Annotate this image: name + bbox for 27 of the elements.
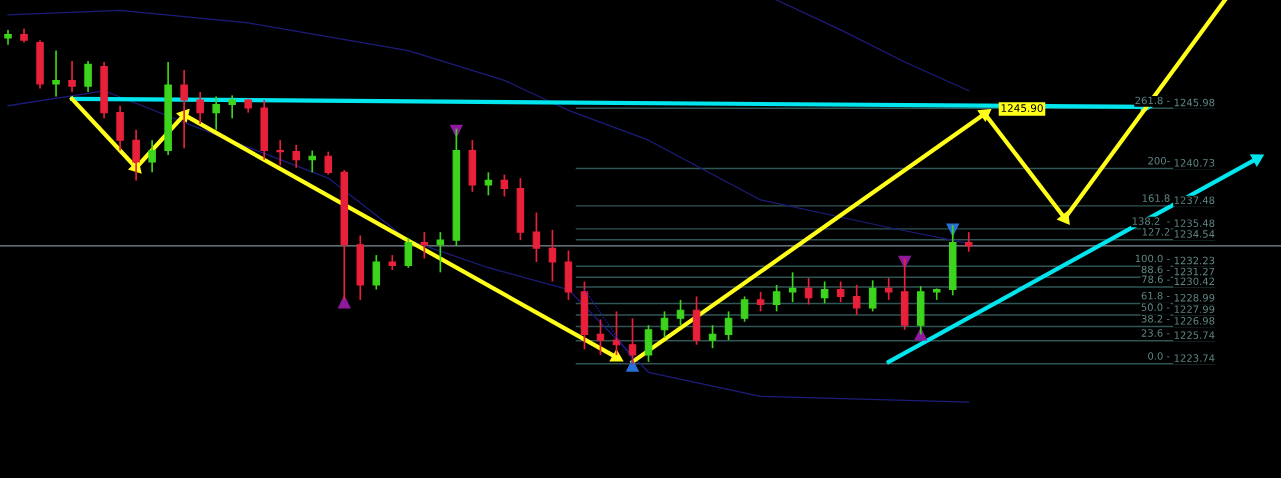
y-tick-label: 1232.23	[1174, 256, 1215, 265]
annotation: 0.0 -	[1148, 352, 1170, 360]
annotation: 127.2	[1142, 228, 1170, 236]
annotation: 88.6 -	[1141, 265, 1170, 274]
y-tick-label: 1235.48	[1174, 219, 1215, 227]
annotation: 161.8	[1142, 194, 1170, 202]
y-tick-label: 1240.73	[1174, 159, 1215, 167]
annotation: 100.0 -	[1135, 254, 1170, 263]
annotation: 50.0 -	[1141, 303, 1170, 311]
y-tick-label: 1226.98	[1174, 317, 1215, 325]
annotation: 23.6 -	[1141, 329, 1170, 337]
y-tick-label: 1228.99	[1174, 293, 1215, 302]
y-tick-label: 1237.48	[1174, 196, 1215, 204]
y-tick-label: 1245.98	[1174, 98, 1215, 107]
annotation: 200-	[1148, 156, 1170, 165]
y-tick-label: 1227.99	[1174, 305, 1215, 314]
annotation: 261.8 -	[1135, 96, 1170, 105]
y-tick-label: 1223.74	[1174, 354, 1215, 362]
annotation: 138.2 -	[1132, 217, 1170, 225]
annotation: 38.2 -	[1141, 314, 1170, 323]
y-tick-label: 1231.27	[1174, 267, 1215, 276]
y-tick-label: 1234.54	[1174, 230, 1215, 238]
y-tick-label: 1225.74	[1174, 331, 1215, 339]
annotation: 78.6 -	[1142, 275, 1170, 284]
annotation: 61.8 -	[1141, 291, 1170, 300]
annotation: 1245.90	[1001, 104, 1043, 113]
y-tick-label: 1230.42	[1174, 277, 1214, 286]
